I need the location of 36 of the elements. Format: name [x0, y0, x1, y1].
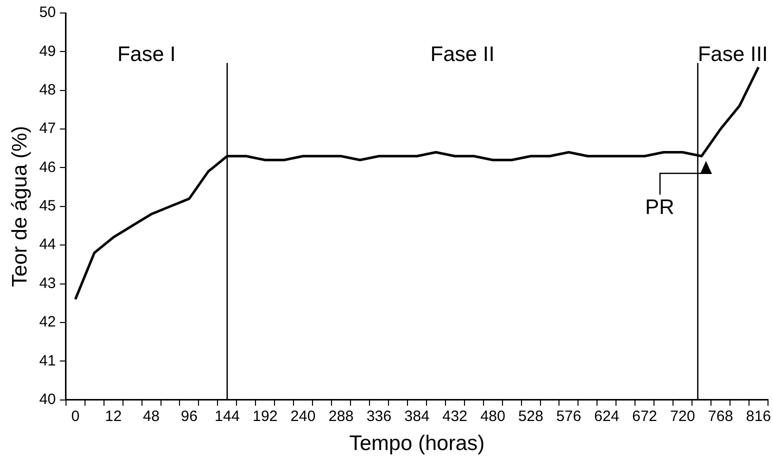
annotation: Fase II [430, 42, 495, 66]
x-tick-label: 192 [252, 408, 278, 425]
x-tick-label: 528 [518, 408, 544, 425]
x-tick-label: 768 [708, 408, 734, 425]
y-tick-label: 40 [39, 390, 56, 408]
y-tick-label: 46 [39, 158, 56, 176]
y-tick-label: 43 [39, 274, 56, 292]
annotation: Fase III [698, 42, 768, 66]
x-tick-label: 720 [670, 408, 696, 425]
x-tick-label: 336 [366, 408, 392, 425]
x-tick-label: 576 [556, 408, 582, 425]
x-tick-label: 144 [214, 408, 240, 425]
x-tick-label: 816 [746, 408, 771, 425]
x-tick-label: 480 [480, 408, 506, 425]
y-tick-label: 41 [39, 352, 56, 370]
x-tick-label: 12 [104, 408, 122, 425]
x-tick-label: 0 [71, 408, 80, 425]
x-tick-label: 288 [328, 408, 354, 425]
y-tick-label: 49 [39, 42, 56, 60]
x-axis-title: Tempo (horas) [349, 432, 485, 456]
x-tick-label: 240 [290, 408, 316, 425]
annotation: Fase I [117, 42, 176, 66]
x-tick-label: 96 [180, 408, 198, 425]
x-tick-label: 432 [442, 408, 468, 425]
y-tick-label: 47 [39, 120, 56, 138]
y-tick-label: 45 [39, 198, 56, 215]
x-tick-label: 624 [594, 408, 620, 425]
y-tick-label: 50 [39, 4, 56, 22]
y-tick-label: 42 [39, 314, 56, 331]
x-tick-label: 48 [142, 408, 160, 425]
y-tick-label: 48 [39, 82, 56, 98]
y-tick-label: 44 [39, 236, 56, 254]
x-tick-label: 384 [404, 408, 430, 425]
annotation: PR [645, 196, 674, 220]
x-tick-label: 672 [632, 408, 658, 425]
y-axis-title: Teor de água (%) [8, 126, 32, 287]
